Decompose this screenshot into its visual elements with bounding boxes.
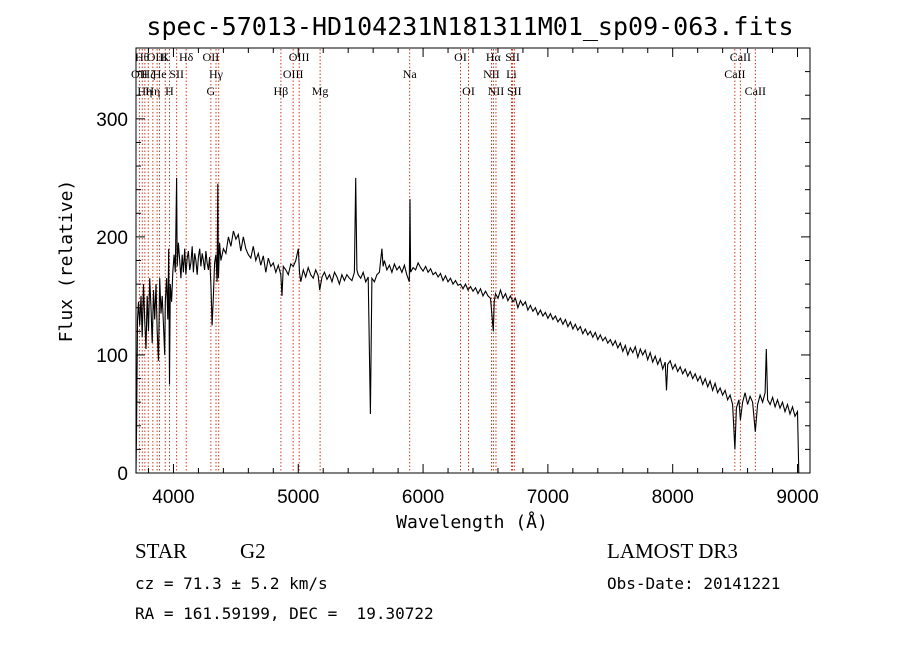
coordinates: RA = 161.59199, DEC = 19.30722 bbox=[135, 604, 434, 623]
x-axis-label: Wavelength (Å) bbox=[396, 511, 548, 533]
line-marker-label: OIII bbox=[283, 67, 304, 81]
line-marker-label: OI bbox=[462, 84, 475, 98]
line-marker-label: He bbox=[153, 67, 167, 81]
line-marker-label: CaII bbox=[745, 84, 766, 98]
x-tick-label: 5000 bbox=[277, 487, 319, 508]
line-marker-label: NII bbox=[483, 67, 500, 81]
line-marker-label: K bbox=[161, 50, 170, 64]
survey-name: LAMOST DR3 bbox=[607, 539, 738, 563]
line-marker-label: OII bbox=[131, 67, 148, 81]
spectral-subclass: G2 bbox=[240, 539, 266, 563]
line-marker-label: SII bbox=[505, 50, 520, 64]
line-marker-label: Hγ bbox=[209, 67, 224, 81]
x-tick-label: 9000 bbox=[776, 487, 818, 508]
observation-date: Obs-Date: 20141221 bbox=[607, 574, 780, 593]
y-tick-label: 200 bbox=[96, 228, 128, 249]
line-marker-label: NII bbox=[488, 84, 505, 98]
line-marker-label: Hα bbox=[486, 50, 502, 64]
line-marker-label: Hβ bbox=[274, 84, 289, 98]
object-class: STAR bbox=[135, 539, 187, 563]
line-marker-label: G bbox=[207, 84, 216, 98]
y-tick-label: 0 bbox=[117, 464, 128, 485]
y-axis-ticks: 0 100 200 300 bbox=[96, 71, 810, 485]
line-marker-label: SII bbox=[507, 84, 522, 98]
line-marker-labels: OII Hθ Hη Hζ Hη OIII He K H SII Hδ G OII Hγ Hβ OIII OIII… bbox=[131, 50, 766, 98]
y-tick-label: 100 bbox=[96, 346, 128, 367]
x-tick-label: 8000 bbox=[652, 487, 694, 508]
line-marker-label: OIII bbox=[289, 50, 310, 64]
x-tick-label: 4000 bbox=[152, 487, 194, 508]
line-marker-label: OII bbox=[203, 50, 220, 64]
line-marker-label: Hη bbox=[145, 84, 160, 98]
line-marker-label: Hθ bbox=[135, 50, 150, 64]
line-marker-label: OI bbox=[454, 50, 467, 64]
y-axis-label: Flux (relative) bbox=[56, 180, 77, 343]
x-tick-label: 6000 bbox=[402, 487, 444, 508]
line-marker-label: OIII bbox=[147, 50, 168, 64]
line-marker-label: H bbox=[165, 84, 174, 98]
line-marker-label: Li bbox=[506, 67, 517, 81]
x-axis-ticks: 4000 5000 6000 7000 8000 9000 bbox=[147, 48, 819, 508]
spectrum-line bbox=[135, 177, 800, 474]
line-marker-label: CaII bbox=[724, 67, 745, 81]
chart-title: spec-57013-HD104231N181311M01_sp09-063.f… bbox=[146, 12, 793, 41]
line-marker-label: SII bbox=[169, 67, 184, 81]
plot-frame bbox=[135, 47, 811, 474]
line-marker-label: Hδ bbox=[179, 50, 194, 64]
x-tick-label: 7000 bbox=[527, 487, 569, 508]
line-marker-label: Hη bbox=[137, 84, 152, 98]
redshift-value: cz = 71.3 ± 5.2 km/s bbox=[135, 574, 328, 593]
line-marker-label: CaII bbox=[730, 50, 751, 64]
y-tick-label: 300 bbox=[96, 110, 128, 131]
line-markers bbox=[138, 49, 756, 472]
line-marker-label: Hζ bbox=[141, 67, 155, 81]
line-marker-label: Mg bbox=[312, 84, 329, 98]
line-marker-label: Na bbox=[403, 67, 418, 81]
